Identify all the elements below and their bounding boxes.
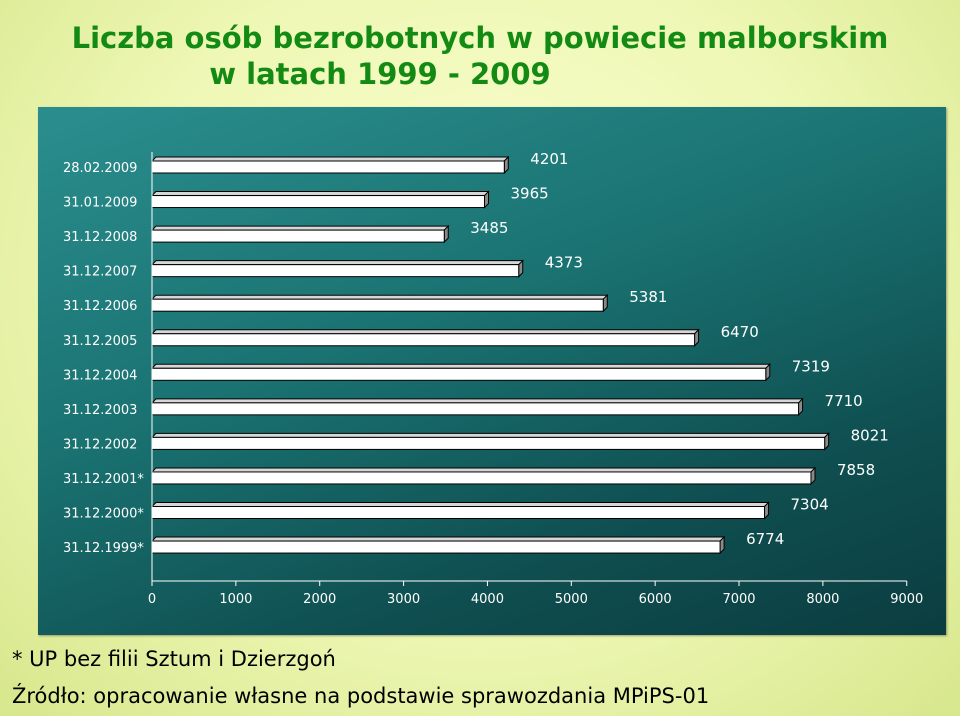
- bar: [151, 436, 826, 450]
- x-tick-label: 6000: [639, 592, 672, 607]
- category-label: 31.12.2007: [63, 265, 137, 280]
- bar-top: [150, 329, 700, 335]
- category-label: 31.12.2006: [63, 299, 137, 314]
- data-label: 7319: [792, 357, 830, 375]
- category-label: 31.12.2005: [63, 334, 137, 349]
- data-label: 3965: [511, 185, 549, 203]
- x-tick-label: 1000: [219, 592, 252, 607]
- bar-top: [150, 536, 726, 542]
- data-label: 6470: [721, 323, 759, 341]
- category-label: 31.12.2002: [63, 437, 137, 452]
- footnote: * UP bez filii Sztum i Dzierzgoń: [12, 647, 336, 671]
- bar-top: [150, 294, 609, 300]
- data-label: 4373: [545, 254, 583, 272]
- bar: [151, 160, 505, 174]
- category-label: 31.12.2004: [63, 368, 137, 383]
- plot-area: 28.02.2009 4201 31.01.2009 3965 31.12.2008 34…: [38, 107, 946, 635]
- bar: [151, 298, 604, 312]
- x-tick-label: 9000: [890, 592, 923, 607]
- x-tick-label: 7000: [722, 592, 755, 607]
- chart-title-line1: Liczba osób bezrobotnych w powiecie malb…: [71, 21, 889, 55]
- data-label: 6774: [746, 530, 784, 548]
- category-label: 31.12.2003: [63, 403, 137, 418]
- bar-top: [150, 260, 524, 266]
- x-tick-label: 5000: [555, 592, 588, 607]
- category-label: 28.02.2009: [63, 161, 137, 176]
- chart-title-line2: w latach 1999 - 2009: [209, 57, 551, 91]
- bar-top: [150, 398, 804, 404]
- category-label: 31.12.2000*: [63, 507, 144, 522]
- bar-top: [150, 191, 490, 197]
- bar: [151, 264, 520, 278]
- bar-top: [150, 502, 770, 507]
- x-tick-label: 2000: [303, 592, 336, 607]
- bar-chart: 28.02.2009 4201 31.01.2009 3965 31.12.2008 34…: [63, 150, 923, 607]
- data-label: 8021: [851, 426, 889, 444]
- data-label: 5381: [629, 288, 667, 306]
- data-label: 7304: [791, 496, 829, 514]
- bar: [151, 367, 767, 381]
- source-note: Źródło: opracowanie własne na podstawie …: [12, 684, 710, 708]
- bar-top: [150, 363, 771, 369]
- x-tick-label: 4000: [471, 592, 504, 607]
- category-label: 31.01.2009: [63, 196, 137, 211]
- x-tick-label: 0: [148, 592, 156, 607]
- bar: [151, 506, 766, 519]
- x-tick-label: 8000: [806, 592, 839, 607]
- bar: [151, 195, 486, 209]
- category-label: 31.12.1999*: [63, 541, 144, 556]
- category-label: 31.12.2001*: [63, 472, 144, 487]
- bar: [151, 229, 445, 243]
- data-label: 7710: [825, 392, 863, 410]
- data-label: 3485: [470, 219, 508, 237]
- bar: [151, 471, 812, 485]
- bar: [151, 540, 721, 554]
- x-tick-label: 3000: [387, 592, 420, 607]
- bar-top: [150, 225, 450, 231]
- bar: [151, 402, 800, 416]
- category-label: 31.12.2008: [63, 230, 137, 245]
- bar-top: [150, 432, 830, 438]
- data-label: 4201: [530, 150, 568, 168]
- bar-top: [150, 467, 817, 473]
- bar: [151, 333, 696, 347]
- bar-top: [150, 156, 510, 162]
- data-label: 7858: [837, 461, 875, 479]
